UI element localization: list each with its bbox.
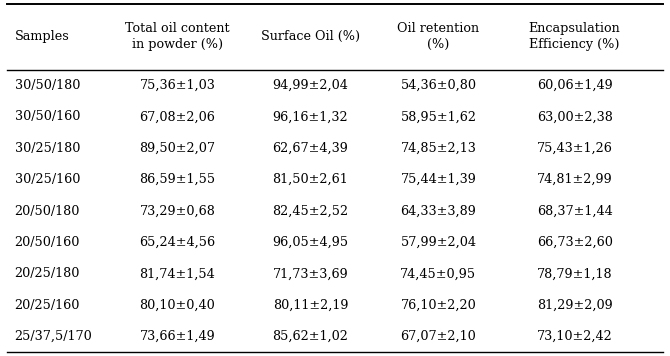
Text: 89,50±2,07: 89,50±2,07 xyxy=(139,142,216,155)
Text: 80,11±2,19: 80,11±2,19 xyxy=(273,299,348,312)
Text: Surface Oil (%): Surface Oil (%) xyxy=(261,30,360,43)
Text: 68,37±1,44: 68,37±1,44 xyxy=(537,205,612,218)
Text: 94,99±2,04: 94,99±2,04 xyxy=(273,79,348,92)
Text: 75,43±1,26: 75,43±1,26 xyxy=(537,142,612,155)
Text: 85,62±1,02: 85,62±1,02 xyxy=(273,330,348,343)
Text: 74,81±2,99: 74,81±2,99 xyxy=(537,173,612,186)
Text: 73,29±0,68: 73,29±0,68 xyxy=(139,205,215,218)
Text: 75,36±1,03: 75,36±1,03 xyxy=(139,79,215,92)
Text: 81,50±2,61: 81,50±2,61 xyxy=(273,173,348,186)
Text: 30/50/160: 30/50/160 xyxy=(15,110,80,124)
Text: 58,95±1,62: 58,95±1,62 xyxy=(401,110,476,124)
Text: 20/50/180: 20/50/180 xyxy=(15,205,80,218)
Text: 73,10±2,42: 73,10±2,42 xyxy=(537,330,612,343)
Text: 62,67±4,39: 62,67±4,39 xyxy=(273,142,348,155)
Text: 78,79±1,18: 78,79±1,18 xyxy=(537,267,612,281)
Text: Oil retention
(%): Oil retention (%) xyxy=(397,22,480,51)
Text: 96,16±1,32: 96,16±1,32 xyxy=(273,110,348,124)
Text: 74,85±2,13: 74,85±2,13 xyxy=(401,142,476,155)
Text: 20/50/160: 20/50/160 xyxy=(15,236,80,249)
Text: 67,08±2,06: 67,08±2,06 xyxy=(139,110,215,124)
Text: Encapsulation
Efficiency (%): Encapsulation Efficiency (%) xyxy=(529,22,620,51)
Text: 81,74±1,54: 81,74±1,54 xyxy=(139,267,215,281)
Text: 65,24±4,56: 65,24±4,56 xyxy=(139,236,216,249)
Text: 30/25/180: 30/25/180 xyxy=(15,142,80,155)
Text: 63,00±2,38: 63,00±2,38 xyxy=(537,110,612,124)
Text: Total oil content
in powder (%): Total oil content in powder (%) xyxy=(125,22,230,51)
Text: 71,73±3,69: 71,73±3,69 xyxy=(273,267,348,281)
Text: 30/50/180: 30/50/180 xyxy=(15,79,80,92)
Text: 75,44±1,39: 75,44±1,39 xyxy=(401,173,476,186)
Text: 25/37,5/170: 25/37,5/170 xyxy=(15,330,92,343)
Text: 64,33±3,89: 64,33±3,89 xyxy=(401,205,476,218)
Text: 66,73±2,60: 66,73±2,60 xyxy=(537,236,612,249)
Text: 67,07±2,10: 67,07±2,10 xyxy=(401,330,476,343)
Text: 54,36±0,80: 54,36±0,80 xyxy=(401,79,476,92)
Text: 20/25/160: 20/25/160 xyxy=(15,299,80,312)
Text: 60,06±1,49: 60,06±1,49 xyxy=(537,79,612,92)
Text: Samples: Samples xyxy=(15,30,69,43)
Text: 81,29±2,09: 81,29±2,09 xyxy=(537,299,612,312)
Text: 86,59±1,55: 86,59±1,55 xyxy=(139,173,216,186)
Text: 20/25/180: 20/25/180 xyxy=(15,267,80,281)
Text: 57,99±2,04: 57,99±2,04 xyxy=(401,236,476,249)
Text: 73,66±1,49: 73,66±1,49 xyxy=(139,330,215,343)
Text: 76,10±2,20: 76,10±2,20 xyxy=(401,299,476,312)
Text: 80,10±0,40: 80,10±0,40 xyxy=(139,299,215,312)
Text: 74,45±0,95: 74,45±0,95 xyxy=(401,267,476,281)
Text: 96,05±4,95: 96,05±4,95 xyxy=(272,236,348,249)
Text: 30/25/160: 30/25/160 xyxy=(15,173,80,186)
Text: 82,45±2,52: 82,45±2,52 xyxy=(272,205,348,218)
